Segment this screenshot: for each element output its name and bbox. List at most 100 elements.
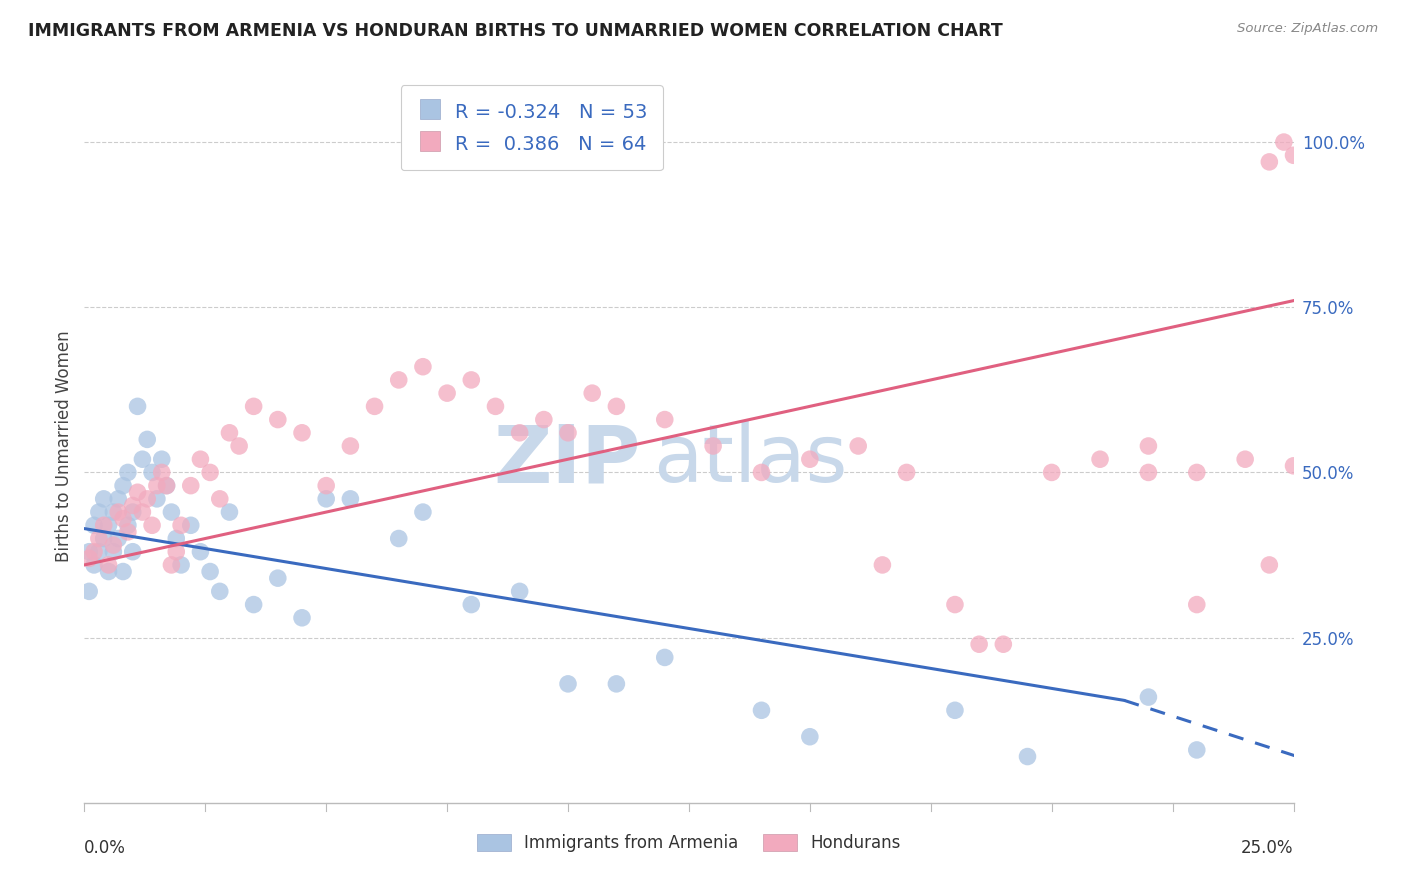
Legend: Immigrants from Armenia, Hondurans: Immigrants from Armenia, Hondurans [471,827,907,859]
Point [291,425,314,440]
Point [943,703,966,717]
Point [198,466,221,480]
Point [83,545,105,559]
Point [103,505,125,519]
Point [121,499,143,513]
Point [557,677,579,691]
Point [315,478,337,492]
Point [155,478,177,492]
Point [509,425,531,440]
Point [751,466,773,480]
Point [533,412,555,426]
Point [1272,135,1295,149]
Point [97,558,120,572]
Point [460,373,482,387]
Text: 25.0%: 25.0% [1241,839,1294,857]
Point [291,611,314,625]
Point [1040,466,1063,480]
Point [267,571,290,585]
Point [1185,466,1208,480]
Point [141,518,163,533]
Point [388,532,411,546]
Point [509,584,531,599]
Point [799,452,821,467]
Point [112,478,135,492]
Point [170,558,193,572]
Point [83,558,105,572]
Point [87,505,110,519]
Point [131,505,153,519]
Point [170,518,193,533]
Point [93,532,115,546]
Point [146,478,169,492]
Point [117,524,139,539]
Point [654,650,676,665]
Point [77,584,100,599]
Point [412,505,434,519]
Point [87,532,110,546]
Point [654,412,676,426]
Point [83,518,105,533]
Point [117,466,139,480]
Y-axis label: Births to Unmarried Women: Births to Unmarried Women [55,330,73,562]
Point [127,485,149,500]
Point [1282,148,1305,162]
Point [1137,466,1160,480]
Text: atlas: atlas [652,421,846,500]
Point [1185,743,1208,757]
Point [97,565,120,579]
Point [190,545,212,559]
Point [136,433,159,447]
Point [1137,439,1160,453]
Point [93,491,115,506]
Point [267,412,290,426]
Point [165,532,187,546]
Point [198,565,221,579]
Point [751,703,773,717]
Point [103,538,125,552]
Text: IMMIGRANTS FROM ARMENIA VS HONDURAN BIRTHS TO UNMARRIED WOMEN CORRELATION CHART: IMMIGRANTS FROM ARMENIA VS HONDURAN BIRT… [28,22,1002,40]
Point [993,637,1015,651]
Point [896,466,918,480]
Point [121,505,143,519]
Point [93,518,115,533]
Point [242,598,264,612]
Point [103,545,125,559]
Point [150,452,173,467]
Point [218,425,240,440]
Point [190,452,212,467]
Point [799,730,821,744]
Point [112,565,135,579]
Point [1258,558,1281,572]
Point [436,386,458,401]
Point [1234,452,1257,467]
Point [141,466,163,480]
Point [150,466,173,480]
Point [146,491,169,506]
Point [107,505,129,519]
Point [87,545,110,559]
Point [1258,154,1281,169]
Point [165,545,187,559]
Point [872,558,894,572]
Text: 0.0%: 0.0% [84,839,127,857]
Point [242,400,264,414]
Point [97,518,120,533]
Point [1088,452,1111,467]
Point [581,386,603,401]
Point [77,545,100,559]
Point [557,425,579,440]
Point [967,637,990,651]
Text: ZIP: ZIP [494,421,641,500]
Point [702,439,724,453]
Point [107,491,129,506]
Point [846,439,869,453]
Point [228,439,250,453]
Point [315,491,337,506]
Point [412,359,434,374]
Point [1282,458,1305,473]
Point [339,491,361,506]
Point [1017,749,1039,764]
Point [117,518,139,533]
Point [121,545,143,559]
